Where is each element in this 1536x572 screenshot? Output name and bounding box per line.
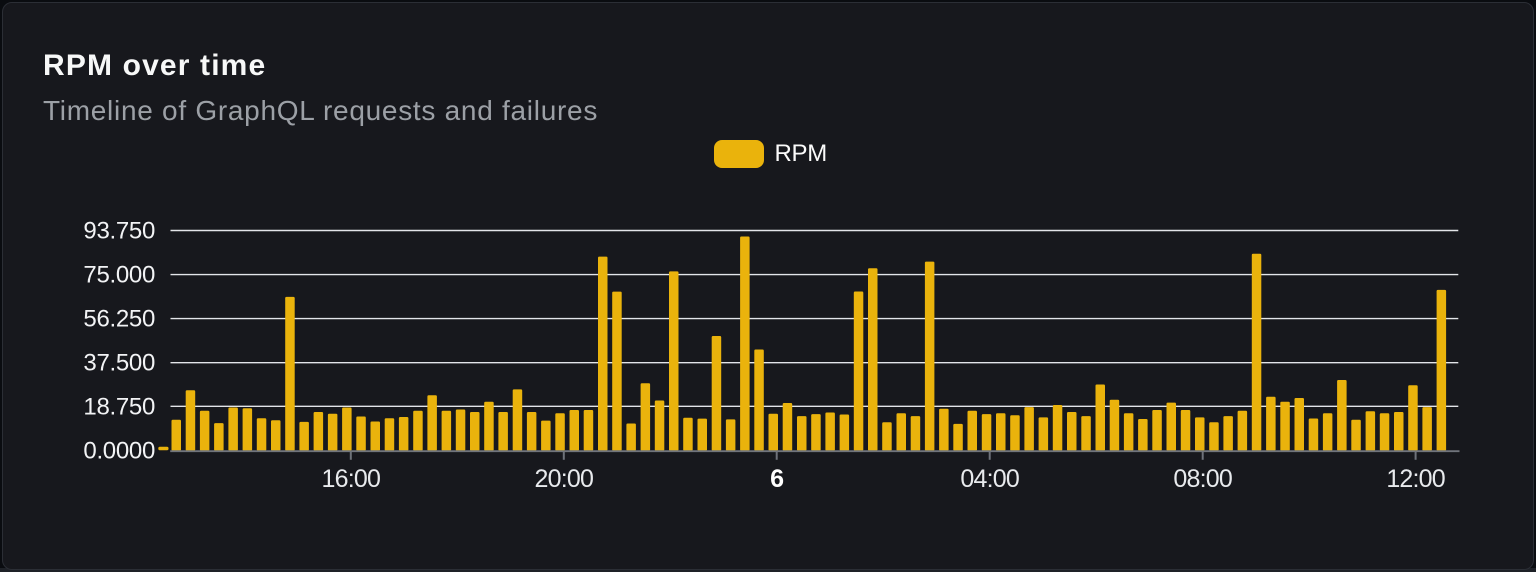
svg-text:18.750: 18.750 [83, 393, 155, 420]
svg-text:08:00: 08:00 [1173, 465, 1232, 493]
svg-text:16:00: 16:00 [322, 465, 381, 493]
svg-text:37.500: 37.500 [83, 350, 155, 377]
svg-text:12:00: 12:00 [1386, 465, 1445, 493]
svg-text:6: 6 [770, 465, 783, 493]
svg-text:56.250: 56.250 [83, 306, 155, 333]
svg-text:93.750: 93.750 [83, 218, 155, 245]
svg-text:04:00: 04:00 [960, 465, 1019, 493]
svg-text:0.0000: 0.0000 [83, 437, 155, 464]
svg-text:75.000: 75.000 [83, 262, 155, 289]
svg-text:20:00: 20:00 [535, 465, 594, 493]
